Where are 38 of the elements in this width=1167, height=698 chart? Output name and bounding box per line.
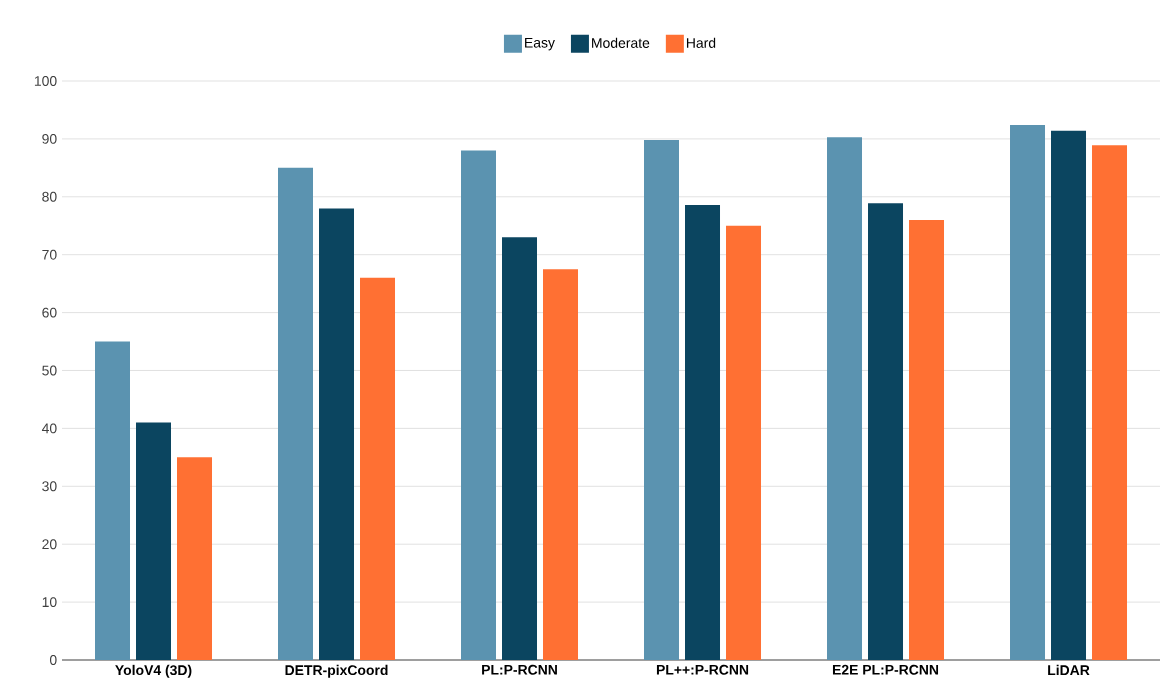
- bar: [177, 457, 212, 660]
- legend-label: Easy: [525, 37, 555, 51]
- bar: [360, 277, 395, 660]
- bar: [644, 140, 679, 660]
- x-tick-label: PL++:P-RCNN: [656, 664, 749, 675]
- bar: [461, 150, 496, 660]
- y-tick-label: 70: [42, 249, 57, 260]
- x-tick-label: YoloV4 (3D): [115, 664, 192, 678]
- x-tick-label: E2E PL:P-RCNN: [832, 664, 939, 675]
- bar: [685, 204, 721, 660]
- legend-label: Hard: [686, 37, 716, 48]
- bar: [1051, 130, 1087, 660]
- x-tick-label: DETR-pixCoord: [285, 664, 388, 678]
- y-tick-label: 100: [34, 76, 57, 86]
- bar: [502, 237, 537, 660]
- y-tick-label: 40: [41, 423, 57, 434]
- y-tick-label: 0: [49, 655, 57, 665]
- y-tick-label: 20: [42, 539, 57, 550]
- bar: [136, 422, 171, 660]
- y-tick-label: 80: [42, 191, 57, 202]
- bar: [868, 203, 904, 660]
- y-tick-label: 10: [42, 597, 57, 608]
- bar: [726, 225, 762, 660]
- bar: [543, 269, 578, 660]
- bar: [278, 167, 313, 660]
- bar: [1010, 125, 1046, 660]
- x-tick-label: LiDAR: [1048, 664, 1090, 675]
- bar: [95, 341, 130, 660]
- y-tick-label: 30: [42, 481, 57, 492]
- legend-label: Moderate: [592, 37, 650, 48]
- bar: [827, 137, 863, 660]
- y-tick-label: 90: [42, 133, 57, 144]
- bar: [1092, 145, 1128, 660]
- bar: [909, 219, 945, 660]
- bar: [319, 208, 354, 660]
- y-tick-label: 50: [42, 365, 57, 376]
- x-tick-label: PL:P-RCNN: [482, 664, 557, 675]
- y-tick-label: 60: [42, 307, 57, 318]
